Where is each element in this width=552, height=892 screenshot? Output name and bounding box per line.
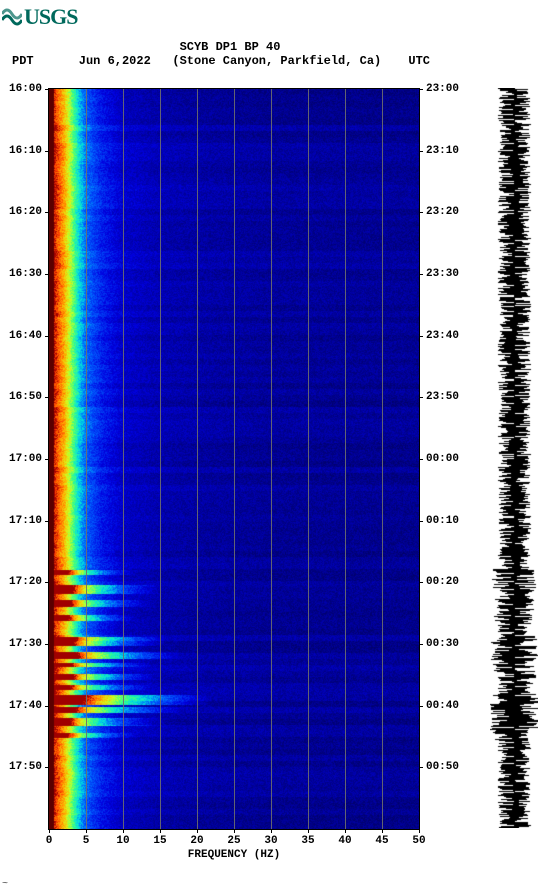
y-tick-label-right: 00:50 xyxy=(426,761,459,773)
seismogram-canvas xyxy=(490,88,538,828)
x-tick xyxy=(160,829,161,833)
y-tick-left xyxy=(45,582,49,583)
y-tick-label-right: 00:00 xyxy=(426,453,459,465)
y-tick-left xyxy=(45,767,49,768)
x-tick xyxy=(308,829,309,833)
x-tick xyxy=(382,829,383,833)
y-tick-label-right: 23:50 xyxy=(426,391,459,403)
grid-line xyxy=(197,89,198,829)
y-tick-label-right: 23:10 xyxy=(426,145,459,157)
x-tick xyxy=(419,829,420,833)
y-tick-left xyxy=(45,336,49,337)
y-tick-label-right: 00:30 xyxy=(426,638,459,650)
x-tick xyxy=(123,829,124,833)
y-tick-label-right: 23:30 xyxy=(426,268,459,280)
y-tick-label-left: 16:50 xyxy=(9,391,42,403)
y-tick-label-right: 00:20 xyxy=(426,576,459,588)
grid-line xyxy=(382,89,383,829)
y-tick-label-left: 17:20 xyxy=(9,576,42,588)
x-tick xyxy=(197,829,198,833)
grid-line xyxy=(160,89,161,829)
grid-line xyxy=(234,89,235,829)
y-tick-label-left: 16:00 xyxy=(9,83,42,95)
y-tick-label-right: 00:10 xyxy=(426,515,459,527)
y-tick-label-left: 16:10 xyxy=(9,145,42,157)
y-tick-label-right: 23:20 xyxy=(426,206,459,218)
usgs-logo-text: USGS xyxy=(24,4,77,29)
y-tick-right xyxy=(419,274,423,275)
x-tick-label: 20 xyxy=(190,835,203,847)
chart-date: Jun 6,2022 xyxy=(79,54,151,68)
x-tick xyxy=(345,829,346,833)
y-tick-label-left: 17:40 xyxy=(9,700,42,712)
grid-line xyxy=(123,89,124,829)
y-tick-left xyxy=(45,212,49,213)
y-tick-right xyxy=(419,706,423,707)
x-tick-label: 5 xyxy=(83,835,90,847)
grid-line xyxy=(345,89,346,829)
y-tick-left xyxy=(45,706,49,707)
stray-char: ~ xyxy=(2,879,8,890)
y-tick-label-left: 16:40 xyxy=(9,330,42,342)
x-tick-label: 35 xyxy=(301,835,314,847)
x-tick-label: 15 xyxy=(153,835,166,847)
x-tick-label: 45 xyxy=(375,835,388,847)
y-tick-left xyxy=(45,397,49,398)
y-tick-left xyxy=(45,274,49,275)
grid-line xyxy=(308,89,309,829)
y-tick-left xyxy=(45,151,49,152)
x-tick-label: 40 xyxy=(338,835,351,847)
y-tick-label-left: 17:50 xyxy=(9,761,42,773)
y-tick-label-left: 17:30 xyxy=(9,638,42,650)
y-tick-right xyxy=(419,767,423,768)
y-tick-right xyxy=(419,336,423,337)
seismogram-strip xyxy=(490,88,538,828)
chart-title: SCYB DP1 BP 40 xyxy=(0,40,460,54)
x-tick xyxy=(86,829,87,833)
utc-label: UTC xyxy=(408,54,430,68)
y-tick-label-right: 23:00 xyxy=(426,83,459,95)
y-tick-right xyxy=(419,89,423,90)
x-tick-label: 25 xyxy=(227,835,240,847)
x-tick xyxy=(271,829,272,833)
y-tick-right xyxy=(419,459,423,460)
chart-location: (Stone Canyon, Parkfield, Ca) xyxy=(172,54,381,68)
x-tick-label: 30 xyxy=(264,835,277,847)
spectrogram-plot: FREQUENCY (HZ) 0510152025303540455016:00… xyxy=(48,88,420,830)
y-tick-label-left: 17:10 xyxy=(9,515,42,527)
y-tick-left xyxy=(45,521,49,522)
pdt-label: PDT xyxy=(12,54,34,68)
x-tick-label: 50 xyxy=(412,835,425,847)
y-tick-label-left: 17:00 xyxy=(9,453,42,465)
y-tick-left xyxy=(45,89,49,90)
y-tick-right xyxy=(419,212,423,213)
usgs-wave-icon xyxy=(2,6,22,26)
y-tick-label-left: 16:20 xyxy=(9,206,42,218)
x-tick xyxy=(49,829,50,833)
x-tick xyxy=(234,829,235,833)
y-tick-right xyxy=(419,151,423,152)
y-tick-label-right: 00:40 xyxy=(426,700,459,712)
y-tick-left xyxy=(45,644,49,645)
x-tick-label: 0 xyxy=(46,835,53,847)
grid-line xyxy=(271,89,272,829)
y-tick-right xyxy=(419,644,423,645)
x-axis-title: FREQUENCY (HZ) xyxy=(188,849,280,861)
y-tick-right xyxy=(419,582,423,583)
y-tick-right xyxy=(419,521,423,522)
x-tick-label: 10 xyxy=(116,835,129,847)
y-tick-right xyxy=(419,397,423,398)
chart-subtitle: PDT Jun 6,2022 (Stone Canyon, Parkfield,… xyxy=(0,54,460,68)
usgs-logo: USGS xyxy=(2,4,77,30)
y-tick-label-left: 16:30 xyxy=(9,268,42,280)
y-tick-label-right: 23:40 xyxy=(426,330,459,342)
chart-title-block: SCYB DP1 BP 40 PDT Jun 6,2022 (Stone Can… xyxy=(0,40,460,68)
grid-line xyxy=(86,89,87,829)
y-tick-left xyxy=(45,459,49,460)
